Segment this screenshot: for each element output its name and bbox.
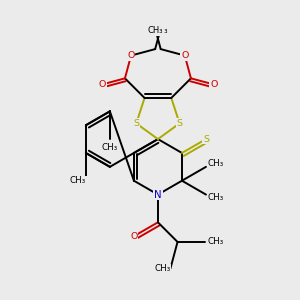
Text: CH₃: CH₃ (208, 159, 224, 168)
Text: CH₃: CH₃ (154, 264, 171, 273)
Text: O: O (210, 80, 218, 89)
Text: CH₃: CH₃ (208, 193, 224, 202)
Text: CH₃: CH₃ (70, 176, 86, 185)
Text: O: O (181, 51, 188, 60)
Text: CH₃: CH₃ (152, 26, 168, 35)
Text: S: S (203, 135, 209, 144)
Text: CH₃: CH₃ (207, 237, 223, 246)
Text: S: S (177, 119, 183, 128)
Text: O: O (128, 51, 135, 60)
Text: S: S (133, 119, 139, 128)
Text: O: O (130, 232, 138, 241)
Text: O: O (98, 80, 106, 89)
Text: CH₃: CH₃ (102, 142, 118, 152)
Text: N: N (154, 190, 162, 200)
Text: CH₃: CH₃ (148, 26, 164, 35)
